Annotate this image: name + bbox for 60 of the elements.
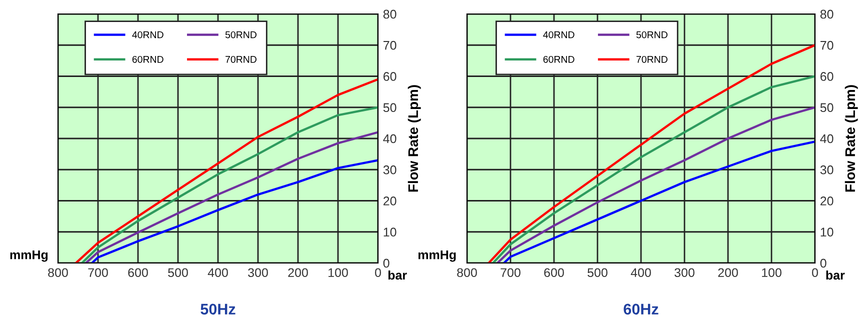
- x-tick-label: 400: [630, 268, 651, 278]
- legend-label: 60RND: [132, 56, 164, 63]
- y-tick-label: 20: [383, 196, 396, 206]
- legend-label: 70RND: [636, 56, 668, 63]
- y-tick-label: 70: [820, 40, 834, 50]
- x-axis-title: mmHg: [418, 250, 456, 262]
- line-series: [74, 78, 378, 263]
- legend-label: 40RND: [132, 31, 164, 38]
- x-tick-label: 700: [500, 268, 520, 278]
- line-series: [90, 159, 378, 263]
- line-series: [502, 140, 815, 263]
- y-tick-label: 10: [820, 228, 834, 237]
- x-tick-label: 600: [128, 268, 148, 278]
- x-tick-label: 800: [457, 268, 477, 278]
- y-tick-label: 0: [820, 258, 826, 268]
- x-axis-title: mmHg: [10, 250, 48, 262]
- line-series: [84, 131, 378, 263]
- y-tick-label: 0: [383, 258, 390, 268]
- y-tick-label: 60: [383, 72, 396, 81]
- line-series: [496, 106, 815, 263]
- y-tick-label: 50: [820, 103, 834, 112]
- x-tick-label: 200: [718, 268, 738, 278]
- x-tick-label: 700: [88, 268, 108, 278]
- x-tick-label: 300: [674, 268, 694, 278]
- text: bar: [826, 270, 845, 280]
- y-tick-label: 30: [820, 165, 834, 174]
- y-tick-label: 40: [383, 134, 396, 144]
- x-tick-label: 500: [588, 268, 608, 278]
- legend-label: 50RND: [225, 31, 256, 38]
- x-tick-label: 500: [168, 268, 188, 278]
- x-tick-label: 600: [544, 268, 564, 278]
- x-tick-label: 200: [288, 268, 308, 278]
- y-axis-title: Flow Rate (Lpm): [844, 85, 858, 192]
- y-tick-label: 80: [820, 10, 834, 19]
- line-series: [492, 75, 815, 263]
- y-tick-label: 70: [384, 40, 396, 50]
- y-tick-label: 20: [820, 196, 834, 206]
- legend-label: 50RND: [636, 31, 668, 38]
- legend-label: 70RND: [226, 56, 256, 63]
- y-axis-title: Flow Rate (Lpm): [408, 85, 421, 192]
- line-series: [488, 44, 815, 263]
- text: bar: [388, 270, 407, 280]
- x-tick-label: 300: [248, 268, 268, 278]
- y-tick-label: 60: [820, 72, 834, 81]
- legend-label: 40RND: [543, 31, 574, 38]
- y-tick-label: 50: [383, 103, 396, 112]
- x-tick-label: 0: [375, 268, 381, 278]
- y-tick-label: 80: [383, 10, 396, 19]
- x-tick-label: 100: [328, 268, 348, 278]
- x-tick-label: 100: [762, 268, 782, 278]
- y-tick-label: 10: [384, 228, 396, 237]
- x-tick-label: 0: [812, 268, 818, 278]
- text: 50Hz: [200, 304, 236, 315]
- text: 60Hz: [624, 304, 658, 315]
- y-tick-label: 30: [383, 165, 396, 174]
- line-series: [80, 106, 378, 263]
- x-tick-label: 400: [208, 268, 228, 278]
- y-tick-label: 40: [820, 134, 834, 144]
- legend-label: 60RND: [543, 56, 574, 63]
- x-tick-label: 800: [48, 268, 68, 278]
